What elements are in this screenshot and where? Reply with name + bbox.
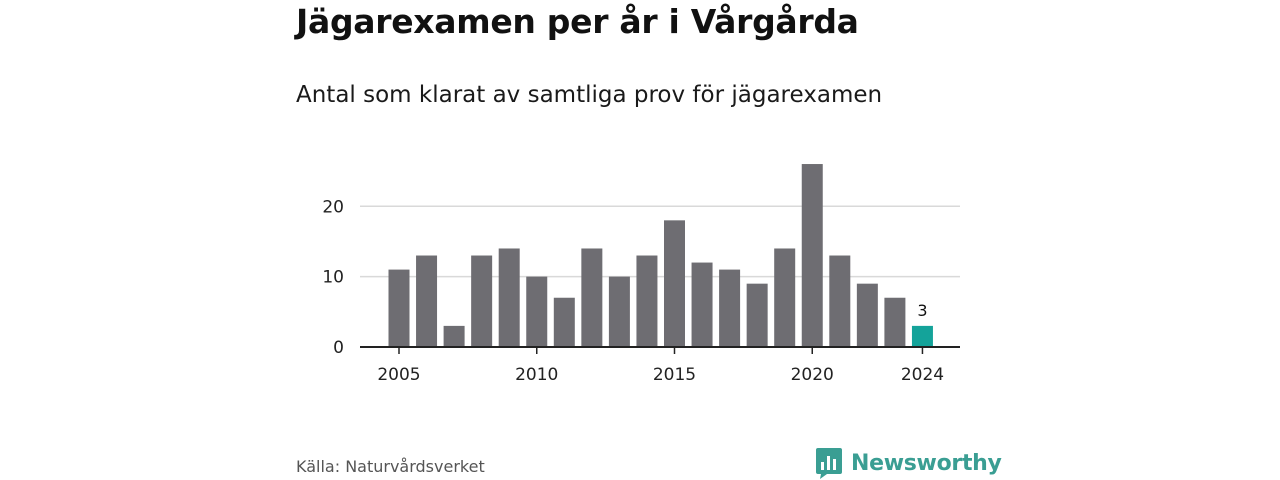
- data-label: 3: [917, 301, 927, 320]
- chart-subtitle: Antal som klarat av samtliga prov för jä…: [296, 82, 883, 108]
- x-tick-label: 2020: [791, 365, 834, 385]
- bar: [911, 325, 933, 347]
- bar: [801, 164, 823, 347]
- bar: [691, 262, 713, 347]
- bar: [498, 248, 520, 347]
- bar-chart: 0 10 20 3 2005 2010 2015 2020 2024: [322, 164, 960, 385]
- bar: [526, 276, 548, 347]
- y-tick-label: 20: [322, 197, 344, 217]
- source-note: Källa: Naturvårdsverket: [296, 457, 485, 476]
- x-tick-label: 2015: [653, 365, 696, 385]
- x-tick-label: 2005: [377, 365, 420, 385]
- bar: [553, 297, 575, 347]
- brand-name: Newsworthy: [851, 450, 1002, 476]
- x-tick-label: 2010: [515, 365, 558, 385]
- bar: [471, 255, 493, 347]
- bar: [856, 283, 878, 347]
- brand-logo: Newsworthy: [815, 447, 1002, 479]
- y-tick-label: 0: [333, 338, 344, 358]
- bar: [636, 255, 658, 347]
- bar: [388, 269, 410, 347]
- bar: [884, 297, 906, 347]
- x-tick-label: 2024: [901, 365, 944, 385]
- chart-title: Jägarexamen per år i Vårgårda: [296, 2, 859, 41]
- bar: [829, 255, 851, 347]
- bar: [581, 248, 603, 347]
- bar: [664, 220, 685, 347]
- bar: [416, 255, 438, 347]
- bar: [443, 325, 465, 347]
- bar: [774, 248, 796, 347]
- bar: [608, 276, 630, 347]
- bar-chart-speech-bubble-icon: [816, 448, 842, 479]
- bar: [719, 269, 741, 347]
- bar: [746, 283, 768, 347]
- y-tick-label: 10: [322, 268, 344, 288]
